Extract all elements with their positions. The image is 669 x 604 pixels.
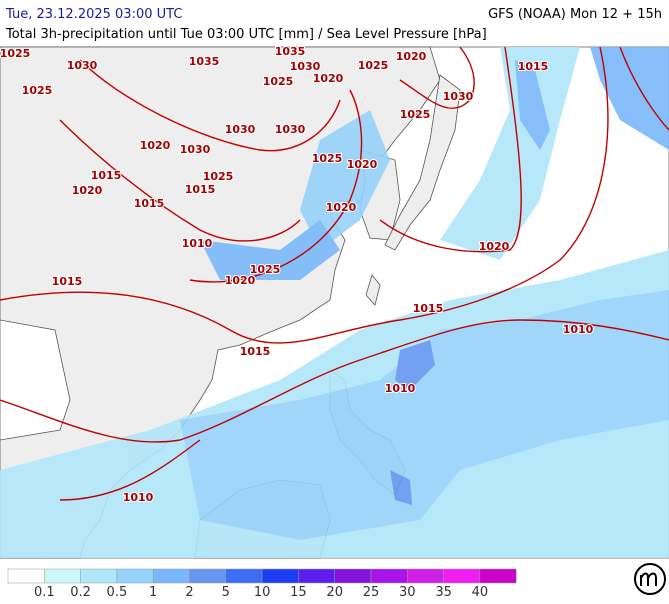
isobar (59, 119, 301, 242)
legend-label: 20 (326, 585, 343, 600)
isobar-label: 1020 (140, 139, 171, 152)
isobar-label: 1020 (313, 72, 344, 85)
land-taiwan (365, 274, 381, 306)
legend-label: 1 (149, 585, 157, 600)
isobar-label: 1015 (240, 345, 271, 358)
isobar-label: 1015 (91, 169, 122, 182)
precip-area (515, 60, 550, 150)
isobar-label: 1010 (385, 382, 416, 395)
legend-swatch (479, 568, 517, 584)
legend-swatch (189, 568, 227, 584)
legend-swatch (298, 568, 335, 584)
isobar-label: 1030 (275, 123, 306, 136)
isobar (619, 46, 669, 131)
precip-area (180, 290, 669, 540)
isobars (0, 46, 669, 501)
isobar-label: 1010 (182, 237, 213, 250)
legend-label: 2 (185, 585, 193, 600)
date-label: Tue, 23.12.2025 03:00 UTC (5, 7, 182, 22)
legend-label: 0.1 (34, 585, 55, 600)
isobar-label: 1020 (326, 201, 357, 214)
isobar-label: 1020 (347, 158, 378, 171)
isobar-label: 1025 (312, 152, 343, 165)
logo (634, 563, 666, 595)
precip-area (200, 220, 340, 280)
isobar (0, 319, 669, 443)
legend-label: 5 (222, 585, 230, 600)
legend-swatch (443, 568, 481, 584)
precip-area (395, 340, 435, 390)
logo-mark (640, 572, 657, 586)
isobar-label: 1030 (180, 143, 211, 156)
legend-label: 0.2 (70, 585, 91, 600)
legend-swatch (261, 568, 299, 584)
isobar (59, 439, 201, 501)
logo-circle (634, 563, 666, 595)
isobar-label: 1030 (67, 59, 98, 72)
isobar (79, 59, 341, 152)
legend-swatch (225, 568, 263, 584)
isobar-label: 1015 (413, 302, 444, 315)
legend: 0.1 0.2 0.5 1 2 5 10 15 20 25 30 35 40 (7, 568, 517, 600)
precip-area (590, 47, 669, 150)
legend-label: 30 (399, 585, 416, 600)
legend-label: 25 (363, 585, 380, 600)
legend-swatch (370, 568, 408, 584)
legend-swatch (152, 568, 190, 584)
isobar-label: 1010 (563, 323, 594, 336)
isobar-label: 1035 (189, 55, 220, 68)
isobar (189, 89, 363, 283)
isobar-label: 1025 (400, 108, 431, 121)
legend-swatch (334, 568, 372, 584)
isobar-label: 1015 (185, 183, 216, 196)
isobar-label: 1030 (290, 60, 321, 73)
isobar-label: 1015 (518, 60, 549, 73)
precip-area (440, 47, 580, 260)
isobar-label: 1010 (123, 491, 154, 504)
isobar-label: 1020 (396, 50, 427, 63)
legend-label: 40 (472, 585, 489, 600)
subtitle: Total 3h-precipitation until Tue 03:00 U… (5, 27, 487, 42)
legend-swatch (407, 568, 444, 584)
legend-swatch (7, 568, 45, 584)
isobar-label: 1015 (134, 197, 165, 210)
isobar-label: 1025 (250, 263, 281, 276)
isobar (399, 46, 475, 109)
legend-swatch (44, 568, 81, 584)
isobar-label: 1025 (263, 75, 294, 88)
legend-swatch (80, 568, 118, 584)
isobar-label: 1020 (225, 274, 256, 287)
isobar-label: 1025 (358, 59, 389, 72)
isobar-label: 1035 (275, 45, 306, 58)
legend-label: 35 (435, 585, 452, 600)
isobar-label: 1015 (52, 275, 83, 288)
legend-label: 10 (254, 585, 271, 600)
isobar-label: 1025 (0, 47, 30, 60)
land-japan (384, 74, 461, 251)
legend-label: 0.5 (107, 585, 128, 600)
precip-area (300, 110, 390, 250)
model-label: GFS (NOAA) Mon 12 + 15h (488, 7, 662, 22)
isobar-label: 1020 (72, 184, 103, 197)
precipitation (0, 47, 669, 558)
legend-label: 15 (290, 585, 307, 600)
isobar-label: 1030 (225, 123, 256, 136)
isobar-label: 1030 (443, 90, 474, 103)
isobar-label: 1025 (22, 84, 53, 97)
precip-area (390, 470, 412, 505)
isobar-label: 1020 (479, 240, 510, 253)
isobar (0, 46, 609, 344)
isobar (379, 46, 522, 253)
isobar-label: 1025 (203, 170, 234, 183)
legend-swatch (116, 568, 154, 584)
